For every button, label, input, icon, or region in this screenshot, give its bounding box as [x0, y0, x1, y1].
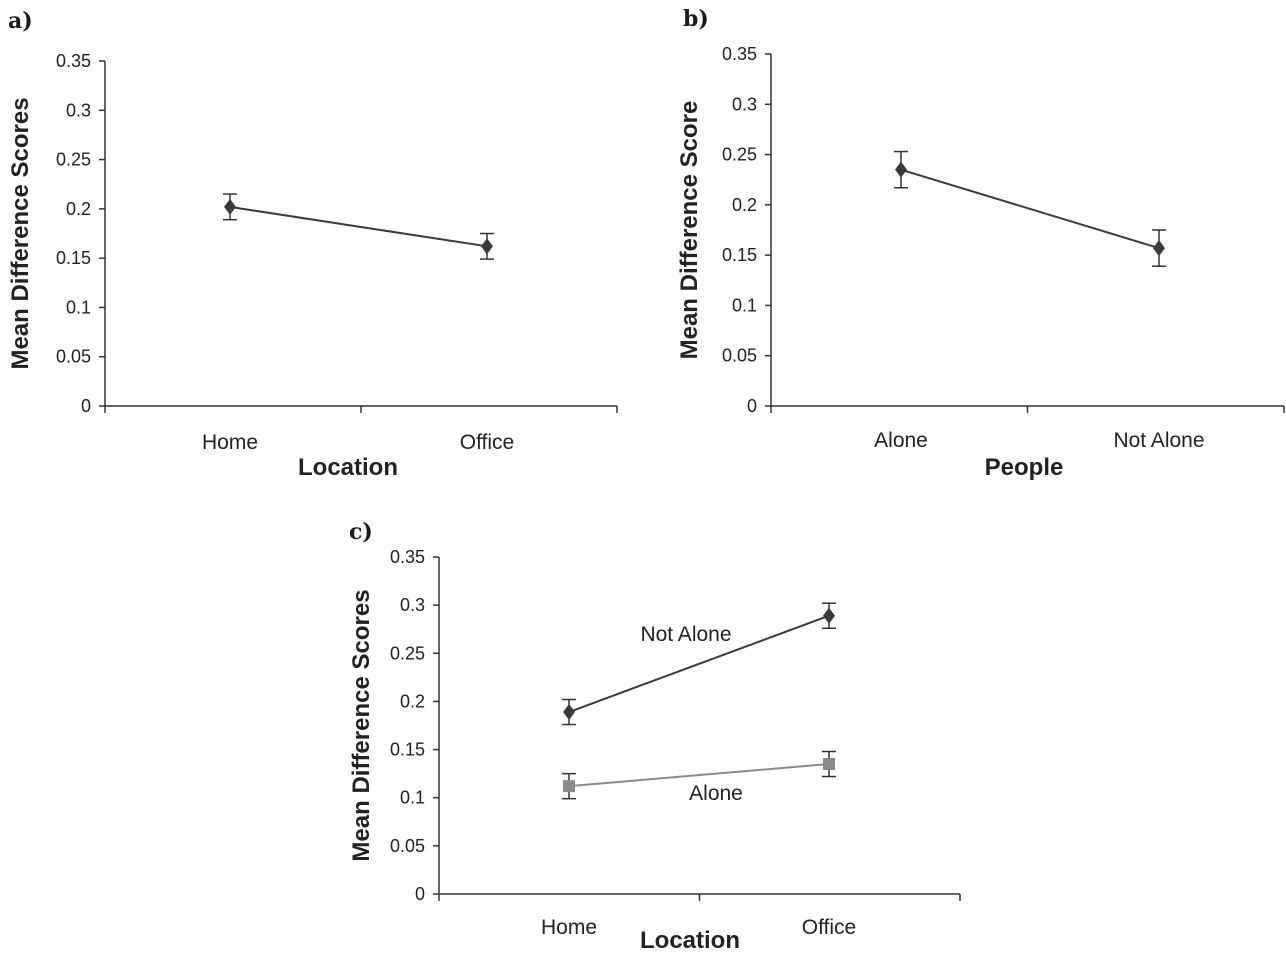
y-tick-label: 0.25	[390, 643, 425, 663]
y-tick-label: 0.05	[56, 347, 91, 367]
y-tick-label: 0.25	[722, 145, 757, 165]
data-point-diamond	[1153, 240, 1165, 257]
y-tick-label: 0.3	[400, 595, 425, 615]
y-axis-title: Mean Difference Score	[676, 101, 703, 360]
y-tick-label: 0.1	[732, 295, 757, 315]
series-1	[223, 193, 494, 260]
data-point-square	[563, 780, 575, 793]
x-axis-title: Location	[298, 454, 398, 481]
data-point-diamond	[481, 238, 493, 255]
data-point-diamond	[224, 198, 236, 215]
series-line	[568, 614, 830, 713]
series-line	[568, 763, 830, 788]
y-tick-label: 0.15	[390, 740, 425, 760]
panel-label: b)	[683, 6, 709, 32]
y-tick-label: 0.35	[56, 51, 91, 71]
series-label: Not Alone	[640, 623, 731, 646]
series-line	[900, 168, 1160, 250]
series-label: Alone	[689, 782, 743, 805]
x-tick-label: Alone	[874, 429, 928, 452]
data-point-diamond	[563, 704, 575, 721]
y-tick-label: 0.25	[56, 150, 91, 170]
y-tick-label: 0	[747, 396, 757, 416]
y-tick-label: 0	[415, 884, 425, 904]
y-tick-label: 0.1	[400, 788, 425, 808]
y-tick-label: 0.1	[66, 297, 91, 317]
y-tick-label: 0.15	[56, 248, 91, 268]
y-tick-label: 0.05	[722, 346, 757, 366]
x-tick-label: Office	[802, 916, 856, 939]
x-tick-label: Home	[202, 431, 258, 454]
y-tick-label: 0.3	[66, 100, 91, 120]
chart-panel-2: b) 0 0.05 0.1 0.15 0.2 0.25 0.3 0.35 Alone Not Alo…	[676, 6, 1285, 481]
y-axis-title: Mean Difference Scores	[7, 97, 34, 369]
y-tick-label: 0.3	[732, 94, 757, 114]
y-tick-label: 0.2	[732, 195, 757, 215]
chart-panel-3: c) 0 0.05 0.1 0.15 0.2 0.25 0.3 0.35 Home Office Lo…	[348, 519, 961, 953]
x-tick-label: Home	[541, 916, 597, 939]
y-tick-label: 0	[81, 396, 91, 416]
y-axis-title: Mean Difference Scores	[348, 589, 375, 861]
series-1: Not Alone	[562, 602, 836, 726]
y-tick-label: 0.2	[400, 691, 425, 711]
y-tick-label: 0.05	[390, 836, 425, 856]
y-tick-label: 0.15	[722, 245, 757, 265]
chart-panel-1: a) 0 0.05 0.1 0.15 0.2 0.25 0.3 0.35 Home Office Lo…	[7, 8, 618, 481]
x-axis-title: Location	[640, 927, 740, 953]
y-tick-label: 0.35	[390, 547, 425, 567]
series-1	[894, 150, 1166, 267]
series-line	[229, 205, 488, 248]
y-tick-label: 0.2	[66, 199, 91, 219]
data-point-square	[823, 758, 835, 771]
panel-label: a)	[8, 8, 33, 34]
x-axis-title: People	[985, 454, 1064, 481]
y-tick-label: 0.35	[722, 44, 757, 64]
data-point-diamond	[823, 607, 835, 624]
x-tick-label: Not Alone	[1113, 429, 1204, 452]
panel-label: c)	[349, 519, 373, 545]
data-point-diamond	[895, 161, 907, 178]
x-tick-label: Office	[460, 431, 514, 454]
series-2: Alone	[562, 750, 836, 805]
